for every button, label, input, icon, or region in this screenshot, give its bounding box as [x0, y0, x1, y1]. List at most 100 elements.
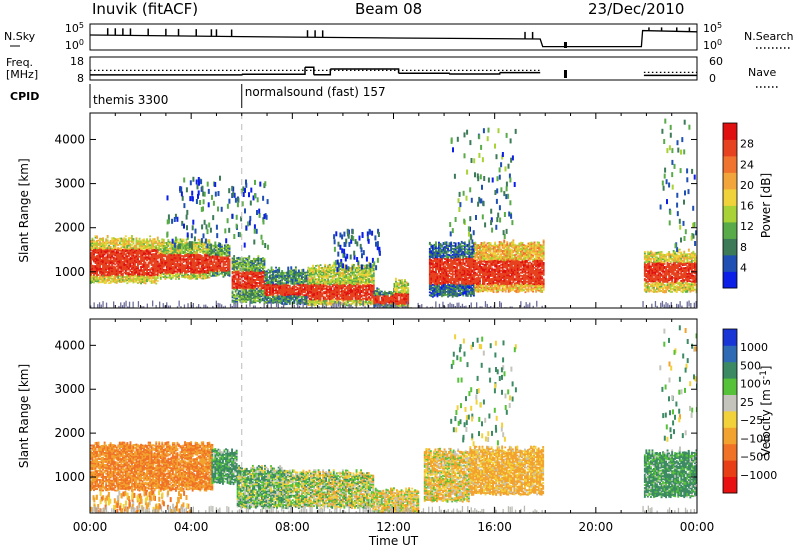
data-cell	[294, 281, 297, 284]
data-cell	[105, 247, 108, 250]
data-cell	[178, 249, 180, 252]
data-cell	[376, 291, 379, 294]
data-cell	[291, 296, 294, 299]
data-cell	[129, 268, 132, 271]
data-cell	[255, 291, 258, 293]
data-cell	[266, 298, 268, 301]
data-cell	[386, 304, 389, 306]
data-cell	[245, 287, 248, 290]
data-cell	[363, 294, 366, 297]
data-cell	[337, 268, 340, 270]
data-cell	[173, 274, 176, 277]
data-cell	[254, 294, 257, 296]
data-cell	[159, 242, 162, 244]
data-cell	[362, 294, 364, 297]
data-cell	[313, 271, 316, 274]
data-cell	[297, 284, 300, 287]
data-cell	[436, 255, 439, 257]
data-cell	[269, 292, 271, 295]
data-cell	[330, 304, 333, 306]
data-cell	[164, 269, 167, 271]
data-cell	[99, 243, 101, 246]
data-cell	[143, 260, 145, 263]
data-cell	[131, 238, 133, 240]
data-cell	[313, 295, 316, 298]
data-cell	[293, 282, 296, 285]
data-cell	[343, 273, 346, 276]
data-cell	[393, 293, 396, 296]
data-cell	[222, 250, 225, 253]
data-cell	[100, 251, 103, 254]
data-cell	[106, 250, 109, 252]
data-cell	[372, 270, 375, 273]
data-cell	[156, 262, 159, 264]
data-cell	[200, 265, 203, 268]
data-cell	[436, 285, 439, 287]
data-cell	[262, 287, 264, 289]
data-cell	[307, 268, 310, 270]
data-cell	[407, 287, 410, 289]
data-cell	[337, 299, 340, 302]
data-cell	[102, 268, 104, 271]
data-cell	[395, 300, 397, 302]
data-cell	[90, 273, 92, 275]
data-cell	[193, 243, 196, 245]
data-cell	[124, 268, 127, 271]
data-cell	[281, 300, 284, 302]
data-cell	[269, 274, 271, 277]
data-cell	[260, 262, 263, 265]
data-cell	[197, 261, 200, 264]
data-cell	[321, 292, 324, 295]
data-cell	[433, 252, 436, 255]
data-cell	[328, 269, 331, 272]
data-cell	[439, 253, 442, 256]
data-cell	[221, 259, 223, 262]
data-cell	[242, 295, 245, 297]
data-cell	[140, 267, 142, 270]
data-cell	[143, 271, 145, 274]
data-cell	[258, 298, 261, 301]
data-cell	[273, 286, 276, 289]
data-cell	[398, 300, 400, 303]
data-cell	[222, 260, 225, 263]
data-cell	[309, 269, 311, 272]
data-cell	[178, 262, 180, 265]
data-cell	[123, 265, 126, 268]
data-cell	[302, 268, 305, 271]
data-cell	[185, 244, 188, 247]
data-cell	[96, 262, 98, 265]
data-cell	[147, 243, 150, 246]
data-cell	[439, 265, 442, 268]
data-cell	[194, 278, 197, 280]
freq-frame	[89, 56, 698, 81]
data-cell	[379, 290, 382, 293]
data-cell	[266, 274, 268, 277]
data-cell	[431, 267, 434, 270]
data-cell	[159, 269, 162, 271]
data-cell	[109, 262, 112, 265]
data-cell	[228, 253, 231, 256]
data-cell	[225, 247, 228, 249]
data-cell	[96, 246, 98, 248]
data-cell	[371, 280, 374, 283]
data-cell	[108, 271, 111, 274]
data-cell	[173, 264, 176, 267]
data-cell	[278, 275, 281, 278]
data-cell	[300, 287, 303, 289]
data-cell	[117, 263, 120, 266]
data-cell	[124, 260, 127, 263]
data-cell	[182, 268, 185, 271]
data-cell	[137, 261, 139, 263]
data-cell	[131, 241, 133, 243]
data-cell	[129, 261, 132, 264]
data-cell	[316, 302, 319, 304]
data-cell	[373, 299, 376, 302]
data-cell	[287, 275, 290, 278]
data-cell	[316, 282, 319, 285]
data-cell	[175, 246, 177, 249]
data-cell	[236, 257, 239, 259]
data-cell	[294, 270, 297, 273]
data-cell	[94, 266, 97, 269]
data-cell	[380, 304, 383, 306]
data-cell	[438, 282, 440, 284]
